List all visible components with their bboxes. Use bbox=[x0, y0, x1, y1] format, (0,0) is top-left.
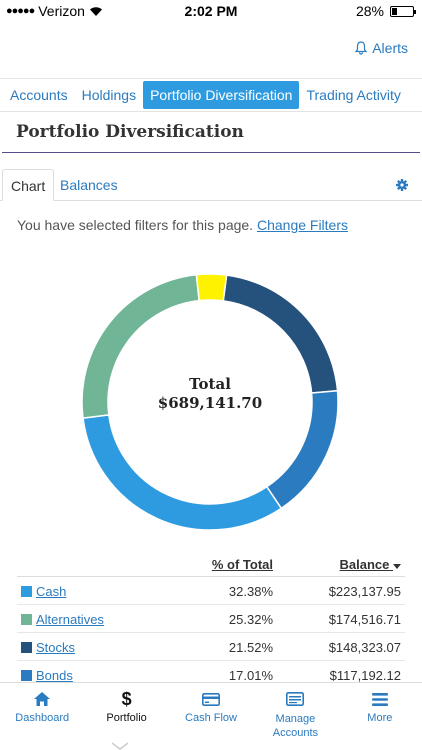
diversification-table: % of Total Balance Cash 32.38% $223,137.95… bbox=[17, 552, 405, 689]
page-title: Portfolio Diversification bbox=[2, 115, 420, 153]
row-category[interactable]: Bonds bbox=[21, 668, 73, 683]
gear-icon[interactable] bbox=[396, 179, 408, 191]
chart-total-title: Total bbox=[189, 375, 231, 393]
filters-text: You have selected filters for this page. bbox=[17, 217, 254, 233]
balance-header[interactable]: Balance bbox=[340, 557, 401, 572]
dollar-icon: $ bbox=[121, 688, 132, 709]
wifi-icon bbox=[89, 6, 102, 16]
row-category[interactable]: Stocks bbox=[21, 640, 75, 655]
nav-more[interactable]: More bbox=[338, 683, 422, 750]
table-row: Cash 32.38% $223,137.95 bbox=[17, 577, 405, 605]
nav-dashboard[interactable]: Dashboard bbox=[0, 683, 84, 750]
tab-accounts[interactable]: Accounts bbox=[10, 87, 68, 103]
chart-total-value: $689,141.70 bbox=[157, 394, 263, 412]
signal-icon: ●●●●● bbox=[6, 5, 35, 17]
table-row: Alternatives 25.32% $174,516.71 bbox=[17, 605, 405, 633]
nav-portfolio[interactable]: $ Portfolio bbox=[84, 683, 168, 750]
list-icon bbox=[286, 692, 305, 706]
table-row: Stocks 21.52% $148,323.07 bbox=[17, 633, 405, 661]
battery-icon bbox=[390, 5, 416, 17]
tab-holdings[interactable]: Holdings bbox=[81, 87, 137, 103]
subtab-chart[interactable]: Chart bbox=[2, 169, 55, 201]
legend-swatch bbox=[21, 586, 32, 597]
tab-portfolio-diversification[interactable]: Portfolio Diversification bbox=[143, 81, 300, 109]
legend-swatch bbox=[21, 614, 32, 625]
bottom-nav: Dashboard $ Portfolio Cash Flow Manage Ac… bbox=[0, 682, 422, 750]
sub-tabs: Chart Balances bbox=[0, 169, 422, 201]
legend-swatch bbox=[21, 670, 32, 681]
nav-cash-flow[interactable]: Cash Flow bbox=[169, 683, 253, 750]
tab-trading-activity[interactable]: Trading Activity bbox=[306, 87, 401, 103]
legend-swatch bbox=[21, 642, 32, 653]
main-tabs: Accounts Holdings Portfolio Diversificat… bbox=[0, 78, 422, 112]
row-percent: 25.32% bbox=[228, 612, 273, 627]
change-filters-link[interactable]: Change Filters bbox=[256, 217, 349, 233]
donut-slice-other[interactable] bbox=[195, 273, 228, 302]
sort-desc-icon bbox=[393, 564, 401, 569]
battery-percent: 28% bbox=[355, 3, 384, 19]
bell-icon bbox=[355, 41, 368, 55]
alerts-label: Alerts bbox=[372, 40, 408, 56]
row-category[interactable]: Cash bbox=[21, 584, 66, 599]
row-category[interactable]: Alternatives bbox=[21, 612, 104, 627]
filters-notice: You have selected filters for this page.… bbox=[17, 217, 348, 233]
chevron-down-icon bbox=[111, 742, 129, 750]
pct-of-total-header[interactable]: % of Total bbox=[211, 557, 273, 572]
subtab-balances[interactable]: Balances bbox=[60, 177, 118, 193]
status-time: 2:02 PM bbox=[184, 3, 238, 19]
row-balance: $174,516.71 bbox=[328, 612, 401, 627]
chart-center-label: Total $689,141.70 bbox=[70, 375, 350, 413]
row-percent: 32.38% bbox=[228, 584, 273, 599]
alerts-button[interactable]: Alerts bbox=[355, 40, 408, 56]
row-balance: $223,137.95 bbox=[328, 584, 401, 599]
table-header: % of Total Balance bbox=[17, 552, 405, 577]
nav-manage-accounts[interactable]: Manage Accounts bbox=[253, 683, 337, 750]
home-icon bbox=[34, 692, 51, 706]
row-balance: $148,323.07 bbox=[328, 640, 401, 655]
carrier-label: Verizon bbox=[38, 3, 85, 19]
manage-accounts-label: Manage Accounts bbox=[272, 713, 319, 739]
card-icon bbox=[202, 692, 221, 706]
status-bar: ●●●●● Verizon 2:02 PM 28% bbox=[0, 0, 422, 22]
diversification-donut-chart bbox=[81, 273, 339, 531]
donut-slice-cash[interactable] bbox=[82, 414, 283, 531]
row-percent: 21.52% bbox=[228, 640, 273, 655]
row-percent: 17.01% bbox=[228, 668, 273, 683]
menu-icon bbox=[371, 692, 388, 706]
row-balance: $117,192.12 bbox=[329, 668, 401, 683]
